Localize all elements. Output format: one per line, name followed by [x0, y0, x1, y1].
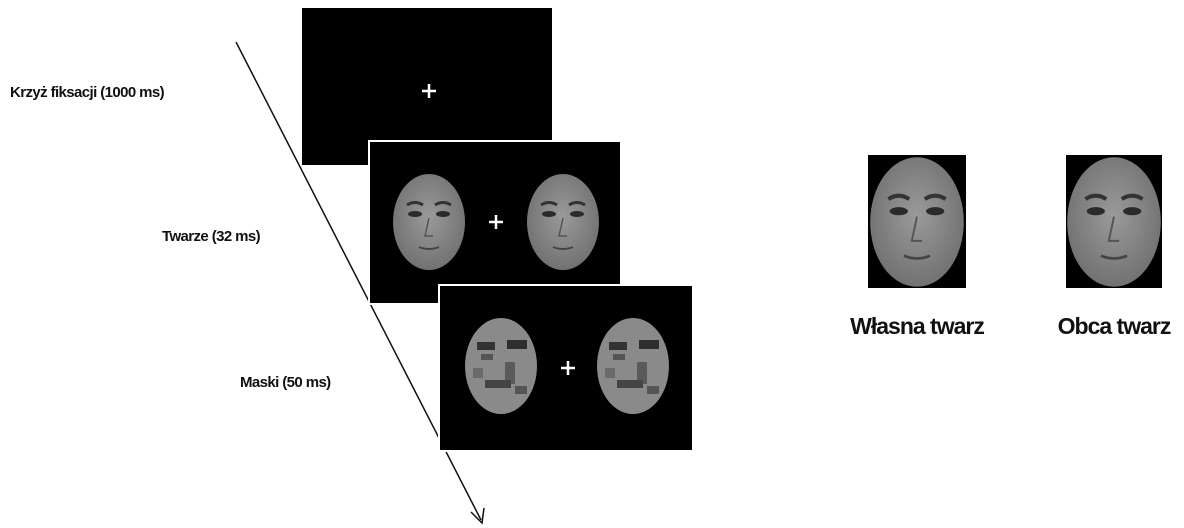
faces-screen [368, 140, 622, 305]
face-label: Własna twarz [850, 313, 984, 339]
arrow-head [471, 508, 484, 523]
stage-label: Krzyż fiksacji (1000 ms) [10, 84, 165, 101]
face-label: Obca twarz [1058, 313, 1171, 339]
own-face-image [868, 155, 966, 288]
other-face-image [1066, 155, 1162, 288]
stage-label: Maski (50 ms) [240, 374, 331, 391]
diagram: Krzyż fiksacji (1000 ms) Twarze (32 ms) … [0, 0, 1184, 528]
masks-screen [438, 284, 694, 452]
stage-label: Twarze (32 ms) [162, 228, 261, 245]
